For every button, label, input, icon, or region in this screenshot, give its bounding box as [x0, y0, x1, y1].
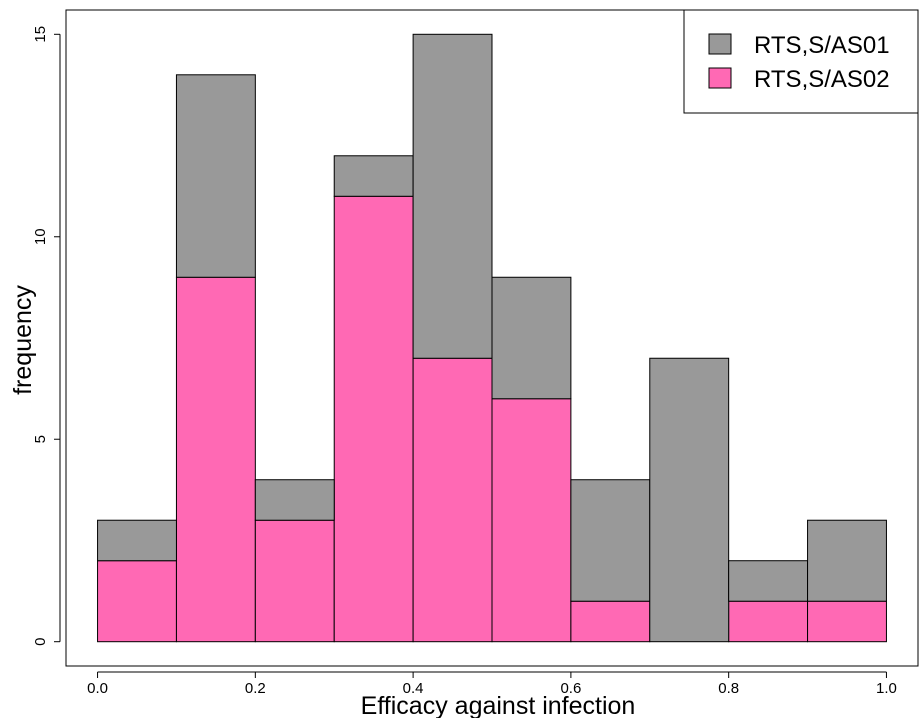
bar-as02-bin-6 [570, 600, 651, 643]
x-tick-label: 0.6 [560, 680, 581, 697]
bar-as01-bin-8 [728, 560, 809, 602]
y-axis: 0 5 10 15 [32, 26, 61, 646]
x-tick-label: 0.4 [403, 680, 424, 697]
bar-as02-bin-4 [412, 357, 493, 643]
legend-label-as01: RTS,S/AS01 [754, 32, 890, 59]
x-tick-label: 0.2 [245, 680, 266, 697]
bar-as02-bin-3 [333, 195, 414, 643]
bar-as01-bin-2 [254, 479, 335, 521]
bar-as01-bin-5 [491, 276, 572, 400]
bar-as01-bin-0 [97, 519, 177, 562]
x-axis: 0.0 0.2 0.4 0.6 0.8 1.0 [87, 671, 897, 697]
x-axis-label: Efficacy against infection [361, 692, 636, 718]
bar-as01-bin-4 [412, 33, 493, 359]
x-tick-label: 1.0 [876, 680, 897, 697]
legend: RTS,S/AS01 RTS,S/AS02 [683, 9, 919, 114]
bar-as02-bin-9 [807, 600, 887, 643]
legend-swatch-as02 [708, 67, 732, 89]
y-axis-label: frequency [9, 285, 37, 395]
y-tick-label: 5 [32, 435, 49, 443]
plot-frame [65, 9, 919, 667]
legend-box [683, 9, 919, 114]
legend-label-as02: RTS,S/AS02 [754, 66, 890, 93]
bar-as01-bin-9 [807, 519, 887, 602]
y-tick-label: 10 [32, 228, 49, 245]
bar-as02-bin-1 [175, 276, 256, 643]
x-tick-label: 0.0 [87, 680, 108, 697]
bar-as01-bin-3 [333, 155, 414, 197]
legend-swatch-as01 [708, 33, 732, 55]
y-tick-label: 15 [32, 26, 49, 43]
bar-as02-bin-5 [491, 398, 572, 643]
bar-as02-bin-8 [728, 600, 809, 643]
bar-as02-bin-2 [254, 519, 335, 643]
bars-layer [97, 33, 887, 643]
y-tick-label: 0 [32, 638, 49, 646]
bar-as01-bin-6 [570, 479, 651, 602]
bar-as02-bin-0 [97, 560, 177, 643]
bar-as01-bin-7 [649, 357, 730, 643]
bar-as01-bin-1 [175, 74, 256, 278]
x-tick-label: 0.8 [718, 680, 739, 697]
